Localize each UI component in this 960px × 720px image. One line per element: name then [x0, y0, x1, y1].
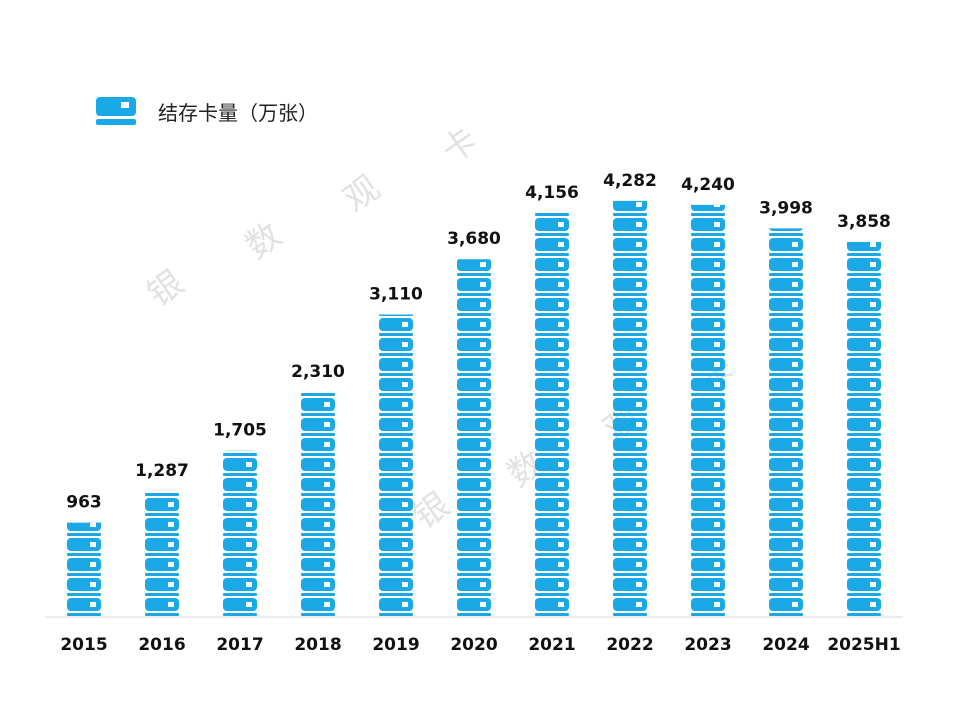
legend-label: 结存卡量（万张） — [158, 100, 318, 125]
x-tick-label: 2015 — [60, 635, 107, 655]
watermark-char: 银 — [406, 485, 457, 537]
bar-2015 — [67, 522, 101, 616]
bar-2017 — [223, 450, 257, 616]
data-label: 3,858 — [837, 212, 891, 232]
card-stack-icon — [96, 97, 136, 125]
x-tick-label: 2021 — [528, 635, 575, 655]
data-label: 4,282 — [603, 171, 657, 191]
x-tick-label: 2022 — [606, 635, 653, 655]
x-tick-label: 2023 — [684, 635, 731, 655]
data-label: 3,680 — [447, 229, 501, 249]
bar-2023 — [691, 204, 725, 616]
bar-2020 — [457, 259, 491, 616]
x-tick-label: 2019 — [372, 635, 419, 655]
bars-layer — [67, 200, 881, 616]
x-tick-label: 2024 — [762, 635, 809, 655]
data-label: 963 — [66, 493, 102, 513]
bar-2025H1 — [847, 241, 881, 616]
watermark-char: 观 — [336, 168, 387, 220]
x-tick-label: 2016 — [138, 635, 185, 655]
bar-2016 — [145, 493, 179, 616]
bar-2024 — [769, 228, 803, 616]
x-tick-label: 2020 — [450, 635, 497, 655]
bar-2018 — [301, 393, 335, 616]
data-label: 4,240 — [681, 175, 735, 195]
data-label: 1,287 — [135, 461, 189, 481]
watermark-char: 数 — [238, 215, 289, 267]
watermark-char: 卡 — [434, 120, 485, 172]
bar-2019 — [379, 314, 413, 616]
x-tick-label: 2025H1 — [827, 635, 900, 655]
data-label: 1,705 — [213, 421, 267, 441]
watermark-char: 银 — [140, 263, 191, 315]
data-label: 2,310 — [291, 362, 345, 382]
x-tick-label: 2017 — [216, 635, 263, 655]
bar-2021 — [535, 213, 569, 616]
data-label: 4,156 — [525, 183, 579, 203]
x-tick-labels-layer: 2015 2016 2017 2018 2019 2020 2021 2022 2023 2024… — [60, 635, 900, 655]
data-labels-layer: 963 1,287 1,705 2,310 3,110 3,680 4,156 4,282 4,… — [66, 171, 891, 513]
data-label: 3,998 — [759, 198, 813, 218]
legend: 结存卡量（万张） — [96, 95, 318, 127]
data-label: 3,110 — [369, 284, 423, 304]
x-tick-label: 2018 — [294, 635, 341, 655]
bar-2022 — [613, 200, 647, 616]
